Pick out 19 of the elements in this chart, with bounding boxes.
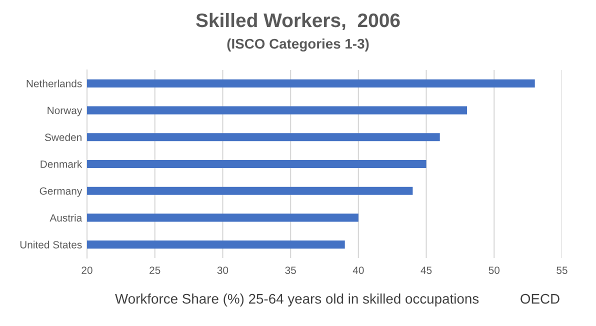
x-tick-label: 20 [82,266,92,274]
y-tick-label: Austria [50,214,82,222]
x-tick-label: 45 [420,266,432,274]
y-tick-label: Denmark [40,160,82,168]
y-tick-label: Netherlands [26,80,82,88]
x-tick-label: 40 [352,266,364,274]
x-tick-label: 25 [150,266,160,274]
chart-title: Skilled Workers, 2006 [196,12,400,30]
x-axis-title: Workforce Share (%) 25-64 years old in skilled occupations [115,294,479,306]
x-tick-label: 30 [217,266,228,274]
y-tick-label: Sweden [44,133,82,142]
y-tick-label: Norway [48,106,82,116]
x-tick-label: 35 [285,266,296,274]
chart-subtitle: (ISCO Categories 1-3) [227,38,369,52]
text: OECD [520,294,560,304]
y-tick-label: United States [20,240,82,248]
x-tick-label: 50 [488,266,500,274]
x-tick-label: 55 [556,266,568,274]
y-tick-label: Germany [40,187,82,197]
